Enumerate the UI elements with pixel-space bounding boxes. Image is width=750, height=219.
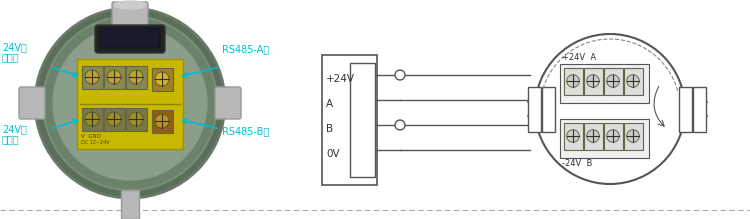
Text: A: A bbox=[326, 99, 333, 109]
Circle shape bbox=[395, 120, 405, 130]
FancyBboxPatch shape bbox=[77, 59, 183, 149]
Text: +24V: +24V bbox=[326, 74, 355, 84]
Circle shape bbox=[607, 75, 619, 87]
Text: 源正极: 源正极 bbox=[2, 52, 20, 62]
FancyBboxPatch shape bbox=[112, 2, 148, 28]
FancyBboxPatch shape bbox=[152, 67, 172, 90]
FancyBboxPatch shape bbox=[100, 28, 160, 48]
Circle shape bbox=[535, 34, 685, 184]
FancyBboxPatch shape bbox=[350, 63, 375, 177]
FancyBboxPatch shape bbox=[542, 87, 554, 131]
Circle shape bbox=[586, 75, 599, 87]
Circle shape bbox=[107, 70, 121, 84]
FancyBboxPatch shape bbox=[563, 67, 583, 95]
FancyBboxPatch shape bbox=[563, 122, 583, 150]
Circle shape bbox=[567, 75, 579, 87]
Circle shape bbox=[607, 130, 619, 142]
Circle shape bbox=[586, 130, 599, 142]
FancyBboxPatch shape bbox=[95, 25, 165, 53]
Circle shape bbox=[107, 112, 121, 126]
Text: B: B bbox=[326, 124, 333, 134]
Text: -24V  B: -24V B bbox=[562, 159, 592, 168]
Text: +24V  A: +24V A bbox=[562, 53, 596, 62]
Text: RS485-B极: RS485-B极 bbox=[222, 126, 269, 136]
FancyBboxPatch shape bbox=[82, 108, 103, 131]
Text: 源负极: 源负极 bbox=[2, 134, 20, 144]
Circle shape bbox=[395, 70, 405, 80]
FancyBboxPatch shape bbox=[19, 87, 45, 119]
Circle shape bbox=[53, 26, 207, 180]
Circle shape bbox=[43, 16, 217, 190]
Circle shape bbox=[129, 70, 143, 84]
Circle shape bbox=[85, 70, 99, 84]
FancyBboxPatch shape bbox=[604, 67, 622, 95]
Text: 24V电: 24V电 bbox=[2, 124, 27, 134]
Circle shape bbox=[155, 114, 169, 128]
FancyBboxPatch shape bbox=[121, 190, 139, 219]
Circle shape bbox=[567, 130, 579, 142]
FancyBboxPatch shape bbox=[152, 110, 172, 132]
FancyBboxPatch shape bbox=[82, 65, 103, 88]
FancyBboxPatch shape bbox=[623, 67, 643, 95]
Text: 0V: 0V bbox=[326, 149, 340, 159]
FancyBboxPatch shape bbox=[584, 122, 602, 150]
Circle shape bbox=[85, 112, 99, 126]
FancyBboxPatch shape bbox=[125, 65, 146, 88]
FancyBboxPatch shape bbox=[679, 87, 692, 131]
FancyBboxPatch shape bbox=[604, 122, 622, 150]
Circle shape bbox=[627, 75, 639, 87]
Text: 24V电: 24V电 bbox=[2, 42, 27, 52]
Text: V  GND: V GND bbox=[81, 134, 100, 139]
FancyBboxPatch shape bbox=[584, 67, 602, 95]
Ellipse shape bbox=[114, 1, 146, 9]
Circle shape bbox=[35, 8, 225, 198]
FancyBboxPatch shape bbox=[560, 64, 649, 102]
Text: RS485-A极: RS485-A极 bbox=[222, 44, 269, 54]
Text: DC 12~24V: DC 12~24V bbox=[81, 140, 110, 145]
FancyBboxPatch shape bbox=[560, 118, 649, 157]
FancyBboxPatch shape bbox=[125, 108, 146, 131]
FancyBboxPatch shape bbox=[104, 108, 125, 131]
FancyBboxPatch shape bbox=[215, 87, 241, 119]
FancyBboxPatch shape bbox=[322, 55, 377, 185]
Circle shape bbox=[129, 112, 143, 126]
FancyBboxPatch shape bbox=[527, 87, 541, 131]
FancyBboxPatch shape bbox=[692, 87, 706, 131]
Circle shape bbox=[155, 72, 169, 86]
FancyBboxPatch shape bbox=[623, 122, 643, 150]
FancyBboxPatch shape bbox=[104, 65, 125, 88]
Circle shape bbox=[627, 130, 639, 142]
